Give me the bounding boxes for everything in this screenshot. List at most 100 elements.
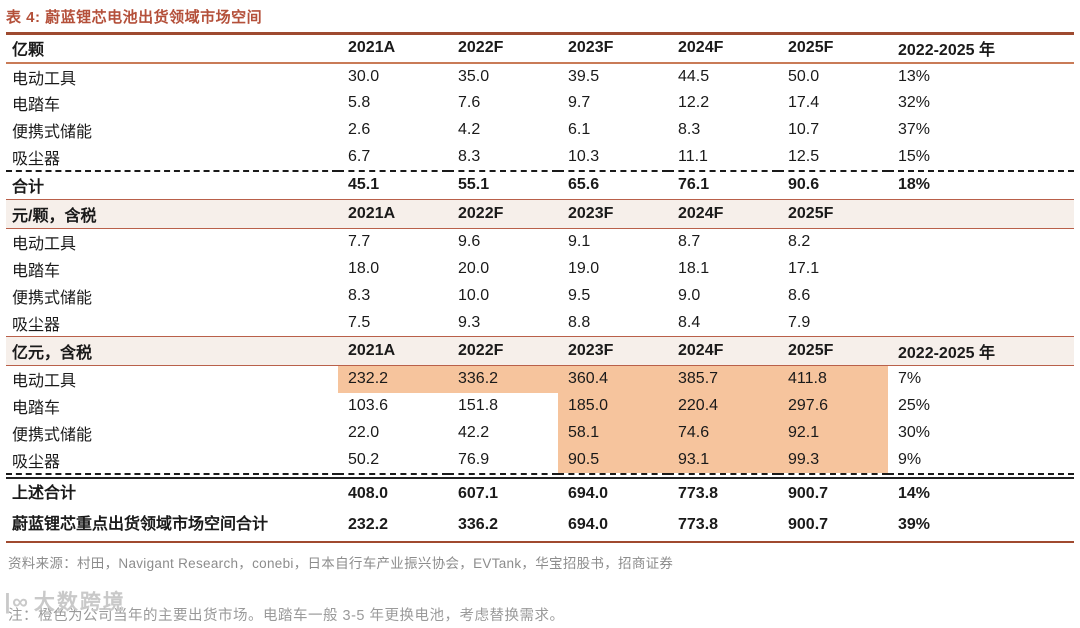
separator-rule xyxy=(6,472,1074,479)
value-cell: 151.8 xyxy=(458,397,499,414)
row-label: 吸尘器 xyxy=(12,453,61,471)
table-row: 电踏车 5.8 7.6 9.7 12.2 17.4 32% xyxy=(6,90,1074,117)
value-cell: 12.2 xyxy=(678,94,710,111)
value-cell: 19.0 xyxy=(568,260,600,277)
value-cell: 8.4 xyxy=(678,313,701,331)
value-cell: 9.1 xyxy=(568,233,591,251)
year-header: 2021A xyxy=(338,33,448,64)
value-cell: 8.3 xyxy=(458,147,481,165)
value-cell: 12.5 xyxy=(788,147,820,165)
value-cell: 694.0 xyxy=(568,485,609,502)
table-row: 电踏车 18.0 20.0 19.0 18.1 17.1 xyxy=(6,256,1074,283)
section-header-row: 亿颗 2021A 2022F 2023F 2024F 2025F 2022-2025 年 xyxy=(6,33,1074,64)
value-cell: 694.0 xyxy=(568,516,609,533)
value-cell: 10.3 xyxy=(568,147,600,165)
value-cell: 45.1 xyxy=(338,169,448,200)
separator-row xyxy=(6,472,1074,479)
value-cell: 336.2 xyxy=(448,365,558,393)
year-header: 2025F xyxy=(778,33,888,64)
value-cell: 2.6 xyxy=(348,121,371,138)
value-cell: 74.6 xyxy=(668,419,778,447)
year-header: 2021A xyxy=(338,199,448,229)
row-label: 蔚蓝锂芯重点出货领域市场空间合计 xyxy=(12,515,269,533)
value-cell: 7.9 xyxy=(788,313,811,331)
value-cell: 90.5 xyxy=(558,446,668,474)
row-label: 电踏车 xyxy=(12,97,61,114)
growth-cell: 39% xyxy=(898,516,931,533)
table-title: 表 4: 蔚蓝锂芯电池出货领域市场空间 xyxy=(6,9,263,26)
year-header: 2023F xyxy=(558,199,668,229)
value-cell: 6.1 xyxy=(568,121,591,138)
value-cell: 50.0 xyxy=(788,67,820,85)
value-cell: 17.4 xyxy=(788,94,820,111)
value-cell: 92.1 xyxy=(778,419,888,447)
growth-cell: 30% xyxy=(898,424,931,441)
value-cell: 99.3 xyxy=(778,446,888,474)
growth-cell xyxy=(888,256,1074,283)
value-cell: 17.1 xyxy=(788,260,820,277)
value-cell: 8.8 xyxy=(568,313,591,331)
year-header: 2022F xyxy=(448,199,558,229)
value-cell: 22.0 xyxy=(348,424,380,441)
value-cell: 220.4 xyxy=(668,392,778,420)
growth-cell: 32% xyxy=(898,94,931,111)
value-cell: 8.2 xyxy=(788,233,811,251)
year-header: 2022F xyxy=(448,33,558,64)
value-cell: 58.1 xyxy=(558,419,668,447)
value-cell: 900.7 xyxy=(788,485,829,502)
growth-cell xyxy=(888,283,1074,310)
value-cell: 8.6 xyxy=(788,287,811,304)
growth-cell: 13% xyxy=(898,67,931,85)
value-cell: 900.7 xyxy=(788,516,829,533)
value-cell: 9.3 xyxy=(458,313,481,331)
section-header-row: 亿元，含税 2021A 2022F 2023F 2024F 2025F 2022-2025 … xyxy=(6,336,1074,366)
row-label: 电动工具 xyxy=(12,70,77,88)
value-cell: 93.1 xyxy=(668,446,778,474)
growth-cell xyxy=(888,229,1074,256)
value-cell: 103.6 xyxy=(348,397,389,414)
value-cell: 9.0 xyxy=(678,287,701,304)
row-label: 电踏车 xyxy=(12,263,61,280)
value-cell: 360.4 xyxy=(558,365,668,393)
table-row: 电动工具 30.0 35.0 39.5 44.5 50.0 13% xyxy=(6,63,1074,90)
growth-cell: 18% xyxy=(888,169,1074,200)
row-label: 电动工具 xyxy=(12,373,77,391)
source-line: 资料来源：村田，Navigant Research，conebi，日本自行车产业… xyxy=(8,555,674,571)
row-label: 便携式储能 xyxy=(12,124,93,141)
value-cell: 10.0 xyxy=(458,287,490,304)
growth-header: 2022-2025 年 xyxy=(888,33,1074,64)
value-cell: 4.2 xyxy=(458,121,481,138)
table-row: 便携式储能 22.0 42.2 58.1 74.6 92.1 30% xyxy=(6,419,1074,447)
value-cell: 76.1 xyxy=(668,169,778,200)
value-cell: 39.5 xyxy=(568,67,600,85)
growth-cell xyxy=(888,310,1074,337)
growth-header xyxy=(888,199,1074,229)
table-row: 吸尘器 50.2 76.9 90.5 93.1 99.3 9% xyxy=(6,446,1074,474)
value-cell: 7.6 xyxy=(458,94,481,111)
year-header: 2024F xyxy=(668,336,778,366)
unit-label: 亿元，含税 xyxy=(6,336,338,366)
value-cell: 9.7 xyxy=(568,94,591,111)
value-cell: 232.2 xyxy=(338,365,448,393)
summary-row: 蔚蓝锂芯重点出货领域市场空间合计 232.2 336.2 694.0 773.8 900.… xyxy=(6,510,1074,542)
growth-header: 2022-2025 年 xyxy=(888,336,1074,366)
value-cell: 336.2 xyxy=(458,516,499,533)
value-cell: 11.1 xyxy=(678,147,708,165)
value-cell: 44.5 xyxy=(678,67,710,85)
value-cell: 76.9 xyxy=(458,450,490,468)
growth-cell: 25% xyxy=(898,397,931,414)
value-cell: 773.8 xyxy=(678,516,719,533)
value-cell: 8.3 xyxy=(678,121,701,138)
value-cell: 18.1 xyxy=(678,260,710,277)
value-cell: 185.0 xyxy=(558,392,668,420)
value-cell: 90.6 xyxy=(778,169,888,200)
value-cell: 7.7 xyxy=(348,233,371,251)
value-cell: 9.6 xyxy=(458,233,481,251)
growth-cell: 9% xyxy=(898,450,922,468)
growth-cell: 14% xyxy=(898,485,931,502)
year-header: 2025F xyxy=(778,336,888,366)
year-header: 2023F xyxy=(558,336,668,366)
value-cell: 297.6 xyxy=(778,392,888,420)
value-cell: 18.0 xyxy=(348,260,380,277)
value-cell: 607.1 xyxy=(458,485,499,502)
